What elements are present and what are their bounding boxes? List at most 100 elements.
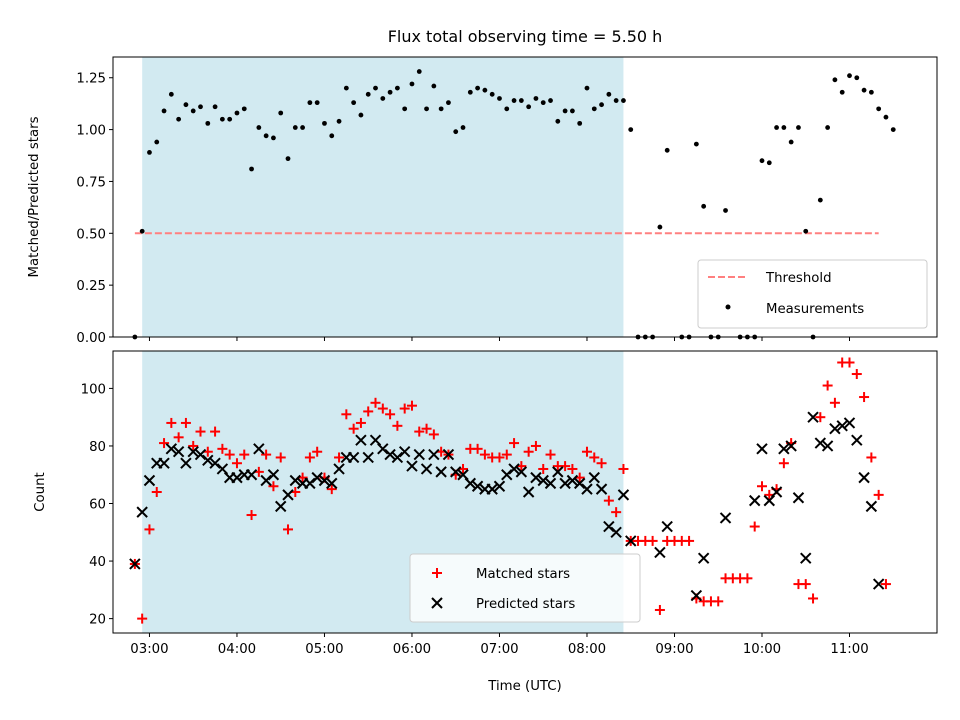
measurement-point <box>380 96 386 101</box>
measurement-point <box>446 100 451 106</box>
matched-star-point <box>326 484 337 495</box>
measurement-point <box>847 73 852 79</box>
measurement-point <box>212 104 218 110</box>
measurement-point <box>322 120 327 126</box>
measurement-point <box>497 96 502 101</box>
y-tick-label: 0.00 <box>76 331 106 346</box>
predicted-star-point <box>800 552 812 564</box>
measurement-point <box>475 85 481 91</box>
predicted-star-point <box>486 483 498 495</box>
measurement-point <box>285 156 291 162</box>
measurement-point <box>832 77 838 83</box>
measurement-point <box>577 120 583 126</box>
matched-star-point <box>304 452 315 463</box>
measurement-point <box>438 106 444 112</box>
measurement-point <box>241 106 247 112</box>
x-tick-label: 09:00 <box>655 642 693 657</box>
measurement-point <box>657 224 663 230</box>
predicted-star-point <box>347 451 360 464</box>
matched-star-point <box>421 423 432 434</box>
matched-star-point <box>873 489 884 500</box>
predicted-star-point <box>610 526 622 538</box>
measurement-point <box>373 85 378 91</box>
matched-star-point <box>399 403 410 414</box>
matched-star-point <box>217 443 228 454</box>
measurement-point <box>664 147 670 153</box>
matched-star-point <box>603 495 614 506</box>
matched-star-point <box>844 357 855 368</box>
predicted-star-point <box>566 474 579 487</box>
matched-star-point <box>246 510 257 521</box>
measurement-point <box>701 203 707 209</box>
measurement-point <box>402 106 408 112</box>
matched-star-point <box>173 432 184 443</box>
bottom-legend-box <box>409 553 641 623</box>
matched-star-point <box>334 452 345 463</box>
matched-star-point <box>859 392 870 403</box>
measurement-point <box>861 87 867 93</box>
predicted-star-point <box>180 457 192 469</box>
measurement-point <box>548 98 553 103</box>
predicted-star-point <box>464 477 477 490</box>
predicted-star-point <box>573 477 586 490</box>
predicted-star-point <box>530 471 542 484</box>
matched-star-point <box>815 412 826 423</box>
matched-star-point <box>866 452 877 463</box>
measurement-point <box>540 100 546 106</box>
matched-star-point <box>654 604 665 615</box>
predicted-star-point <box>398 446 411 458</box>
predicted-star-point <box>413 448 425 461</box>
predicted-star-point <box>872 578 885 590</box>
predicted-star-point <box>756 443 768 455</box>
measurement-point <box>504 106 510 112</box>
predicted-star-point <box>136 506 148 518</box>
predicted-star-point <box>501 469 513 481</box>
measurement-point <box>168 91 174 97</box>
x-tick-label: 10:00 <box>743 642 781 657</box>
predicted-star-point <box>515 466 528 478</box>
predicted-star-point <box>318 474 331 487</box>
matched-star-point <box>501 449 512 460</box>
matched-star-point <box>312 446 323 457</box>
predicted-star-point <box>311 471 323 484</box>
measurement-point <box>606 91 612 97</box>
bottom-legend-matched-label: Matched stars <box>476 567 570 582</box>
matched-star-point <box>581 446 592 457</box>
measurement-point <box>562 108 568 114</box>
matched-star-point <box>392 420 403 431</box>
measurement-point <box>249 166 254 172</box>
top-legend-threshold-label: Threshold <box>765 271 832 286</box>
predicted-star-point <box>377 443 389 455</box>
matched-star-point <box>210 426 221 437</box>
matched-star-point <box>509 438 520 449</box>
bottom-panel-x-axis-label: Time (UTC) <box>487 679 562 694</box>
predicted-star-point <box>406 460 418 472</box>
measurement-point <box>154 139 160 145</box>
measurement-point <box>825 125 831 130</box>
matched-star-point <box>538 463 549 474</box>
measurement-point <box>693 141 699 147</box>
x-tick-label: 04:00 <box>218 642 256 657</box>
measurement-point <box>271 135 276 141</box>
predicted-star-point <box>661 520 673 533</box>
top-panel-y-axis-label: Matched/Predicted stars <box>27 116 42 277</box>
y-tick-label: 60 <box>89 498 106 513</box>
matched-star-point <box>428 429 439 440</box>
predicted-star-point <box>158 457 170 469</box>
matched-star-point <box>545 449 556 460</box>
predicted-star-point <box>260 474 272 487</box>
matched-star-point <box>880 579 891 590</box>
y-tick-label: 1.25 <box>76 72 106 87</box>
measurement-point <box>431 83 437 89</box>
predicted-star-point <box>595 483 608 495</box>
predicted-star-point <box>172 446 185 458</box>
y-tick-label: 80 <box>89 440 106 455</box>
measurement-point <box>358 112 364 118</box>
x-tick-label: 11:00 <box>830 642 868 657</box>
predicted-star-point <box>428 448 440 461</box>
matched-star-point <box>268 481 279 492</box>
predicted-star-point <box>253 443 265 455</box>
matched-star-point <box>355 417 366 428</box>
matched-star-point <box>749 521 760 532</box>
x-tick-label: 07:00 <box>480 642 518 657</box>
